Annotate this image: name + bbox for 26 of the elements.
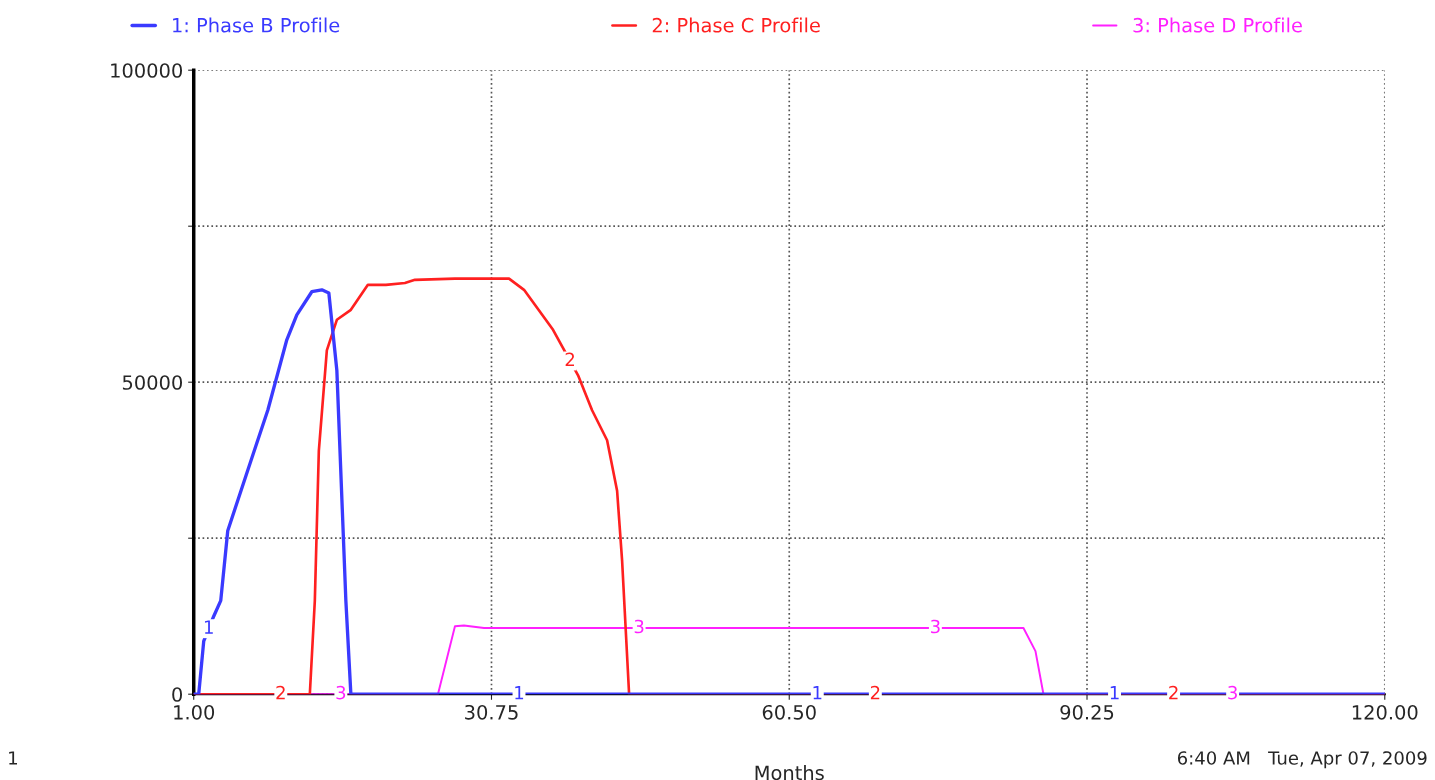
legend-label: 1: Phase B Profile (173, 17, 340, 33)
x-tick-label: 30.75 (465, 704, 518, 720)
x-tick-label: 120.00 (1352, 704, 1418, 720)
x-tick-label: 90.25 (1060, 704, 1114, 720)
annotation: 3 (1228, 685, 1237, 700)
annotation: 1 (204, 620, 213, 634)
text: 1 (9, 751, 17, 765)
x-tick-label: 1.00 (174, 704, 215, 720)
y-tick-label: 0 (172, 687, 183, 702)
annotation: 1 (1110, 686, 1119, 700)
annotation: 3 (634, 619, 644, 634)
y-tick-label: 100000 (111, 63, 183, 78)
annotation: 1 (515, 686, 524, 700)
annotation: 2 (870, 685, 880, 700)
annotation: 3 (336, 685, 346, 700)
annotation: 1 (813, 686, 822, 700)
annotation: 2 (565, 352, 574, 366)
x-axis-title: Months (755, 765, 824, 780)
legend-label: 3: Phase D Profile (1133, 17, 1302, 33)
x-tick-label: 60.50 (762, 704, 816, 720)
annotation: 2 (276, 685, 285, 700)
annotation: 3 (931, 619, 940, 634)
text: 6:40 AM Tue, Apr 07, 2009 (1177, 751, 1427, 769)
annotation: 2 (1169, 685, 1178, 700)
y-tick-label: 50000 (122, 375, 183, 390)
legend-label: 2: Phase C Profile (652, 17, 820, 33)
